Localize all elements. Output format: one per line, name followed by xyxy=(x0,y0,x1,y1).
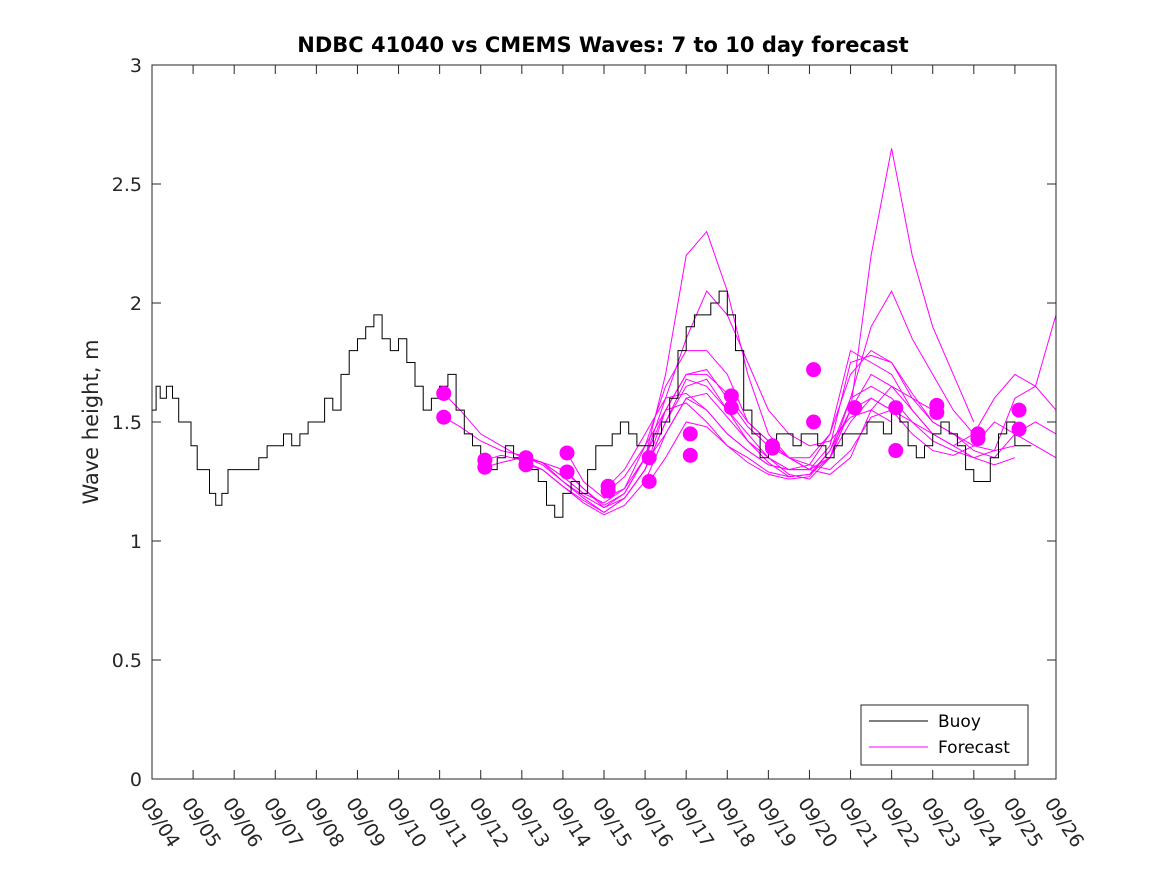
forecast-marker xyxy=(600,483,616,499)
forecast-marker xyxy=(436,385,452,401)
y-tick-label: 3 xyxy=(130,55,142,77)
x-tick-label: 09/24 xyxy=(958,794,1006,852)
forecast-marker xyxy=(847,400,863,416)
forecast-marker xyxy=(641,450,657,466)
forecast-marker xyxy=(682,426,698,442)
forecast-line xyxy=(648,349,1057,471)
y-tick-label: 2.5 xyxy=(112,174,142,196)
y-tick-label: 2 xyxy=(130,293,142,315)
x-tick-label: 09/05 xyxy=(177,794,225,852)
forecast-marker xyxy=(477,459,493,475)
x-tick-label: 09/12 xyxy=(465,794,513,852)
y-axis: 0 0.5 1 1.5 2 2.5 3 xyxy=(112,55,1056,791)
x-tick-label: 09/06 xyxy=(218,794,266,852)
x-tick-label: 09/04 xyxy=(136,794,184,852)
forecast-marker xyxy=(929,404,945,420)
legend-buoy-label: Buoy xyxy=(938,712,981,732)
forecast-marker xyxy=(436,409,452,425)
forecast-marker xyxy=(806,414,822,430)
forecast-marker xyxy=(723,400,739,416)
x-tick-label: 09/17 xyxy=(670,794,718,852)
legend-box xyxy=(860,704,1029,766)
x-tick-label: 09/16 xyxy=(629,794,677,852)
legend: Buoy Forecast xyxy=(860,704,1029,766)
x-tick-label: 09/09 xyxy=(341,794,389,852)
forecast-marker xyxy=(559,464,575,480)
forecast-line xyxy=(484,230,933,509)
x-tick-label: 09/26 xyxy=(1040,794,1088,852)
forecast-marker xyxy=(559,445,575,461)
forecast-marker xyxy=(888,443,904,459)
forecast-line xyxy=(607,354,1057,487)
buoy-line xyxy=(151,290,1032,518)
x-tick-label: 09/07 xyxy=(259,794,307,852)
x-tick-label: 09/25 xyxy=(999,794,1047,852)
x-tick-label: 09/20 xyxy=(793,794,841,852)
forecast-marker xyxy=(641,474,657,489)
legend-forecast-label: Forecast xyxy=(938,738,1010,758)
x-tick-label: 09/08 xyxy=(300,794,348,852)
plot-area xyxy=(152,65,1056,779)
y-tick-label: 0 xyxy=(130,769,142,791)
forecast-marker xyxy=(764,440,780,456)
x-tick-label: 09/14 xyxy=(547,794,595,852)
forecast-marker xyxy=(806,362,822,378)
forecast-marker xyxy=(682,447,698,463)
y-tick-label: 1.5 xyxy=(112,412,142,434)
x-tick-label: 09/15 xyxy=(588,794,636,852)
y-axis-label: Wave height, m xyxy=(79,339,103,504)
x-tick-label: 09/21 xyxy=(834,794,882,852)
x-tick-label: 09/13 xyxy=(506,794,554,852)
x-tick-label: 09/18 xyxy=(711,794,759,852)
forecast-line xyxy=(525,148,975,514)
x-tick-label: 09/23 xyxy=(917,794,965,852)
forecast-marker xyxy=(1011,402,1027,418)
y-tick-label: 0.5 xyxy=(112,650,142,672)
forecast-marker xyxy=(888,400,904,416)
chart-title: NDBC 41040 vs CMEMS Waves: 7 to 10 day f… xyxy=(297,33,908,57)
series-layer xyxy=(151,148,1057,518)
x-tick-label: 09/11 xyxy=(423,794,471,852)
forecast-marker xyxy=(970,431,986,447)
x-tick-label: 09/19 xyxy=(752,794,800,852)
x-tick-label: 09/22 xyxy=(875,794,923,852)
y-tick-label: 1 xyxy=(130,531,142,553)
forecast-marker xyxy=(1011,421,1027,437)
forecast-marker xyxy=(518,457,534,473)
x-tick-label: 09/10 xyxy=(382,794,430,852)
